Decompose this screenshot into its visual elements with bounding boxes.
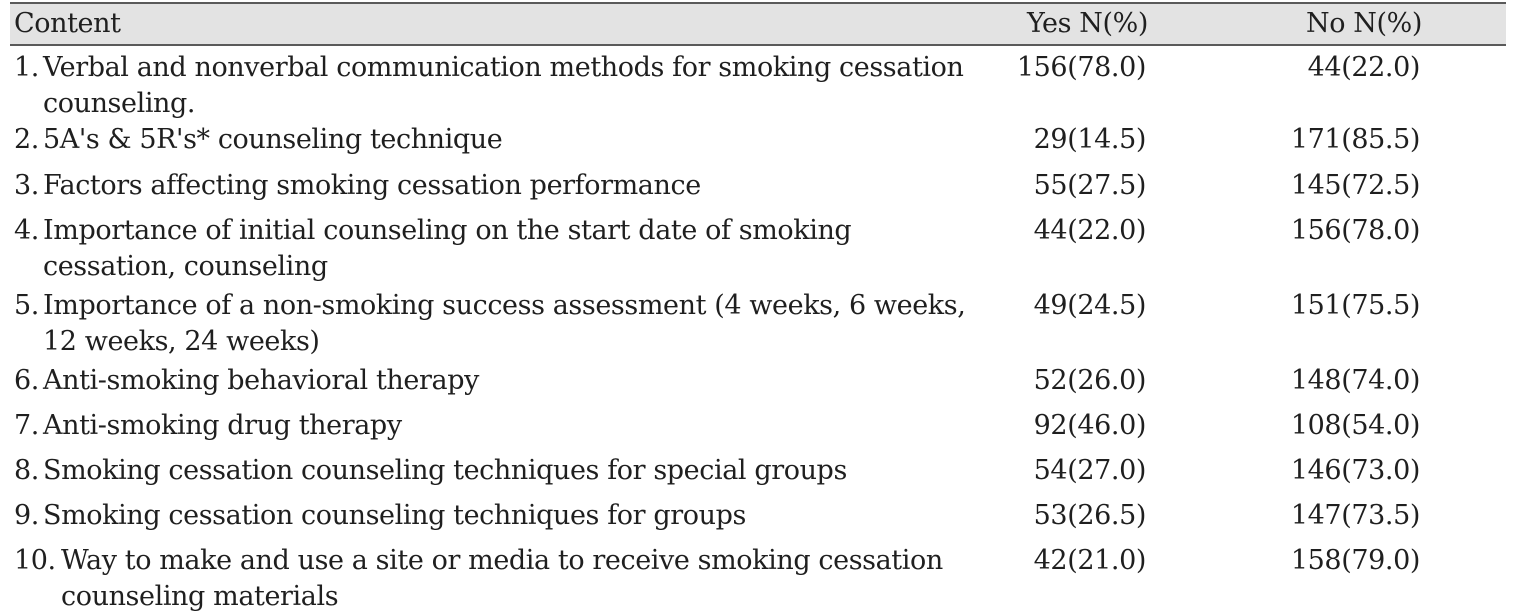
row-content: Factors affecting smoking cessation perf… xyxy=(43,170,701,201)
row-yes: 92(46.0) xyxy=(1033,410,1147,441)
row-number: 6. xyxy=(14,365,39,396)
row-no: 108(54.0) xyxy=(1290,410,1421,441)
header-yes: Yes N(%) xyxy=(1026,8,1148,39)
row-no: 171(85.5) xyxy=(1290,124,1421,155)
row-no: 151(75.5) xyxy=(1290,290,1421,321)
row-content: Smoking cessation counseling techniques … xyxy=(43,500,746,531)
row-number: 5. xyxy=(14,290,39,321)
row-yes: 156(78.0) xyxy=(1016,52,1147,83)
row-number: 10. xyxy=(14,545,56,576)
row-yes: 29(14.5) xyxy=(1033,124,1147,155)
row-number: 4. xyxy=(14,215,39,246)
row-content: Anti-smoking drug therapy xyxy=(43,410,402,441)
row-no: 145(72.5) xyxy=(1290,170,1421,201)
row-number: 3. xyxy=(14,170,39,201)
table-top-rule xyxy=(10,2,1506,4)
row-number: 8. xyxy=(14,455,39,486)
row-content: 5A's & 5R's* counseling technique xyxy=(43,124,503,155)
row-yes: 52(26.0) xyxy=(1033,365,1147,396)
row-content: Smoking cessation counseling techniques … xyxy=(43,455,847,486)
row-yes: 54(27.0) xyxy=(1033,455,1147,486)
table-header-rule xyxy=(10,44,1506,46)
row-no: 148(74.0) xyxy=(1290,365,1421,396)
row-no: 156(78.0) xyxy=(1290,215,1421,246)
row-content: Way to make and use a site or media to r… xyxy=(61,545,943,612)
row-content: Importance of a non-smoking success asse… xyxy=(43,290,966,357)
row-yes: 49(24.5) xyxy=(1033,290,1147,321)
row-yes: 42(21.0) xyxy=(1033,545,1147,576)
row-no: 147(73.5) xyxy=(1290,500,1421,531)
row-yes: 55(27.5) xyxy=(1033,170,1147,201)
row-number: 7. xyxy=(14,410,39,441)
row-yes: 53(26.5) xyxy=(1033,500,1147,531)
row-content: Anti-smoking behavioral therapy xyxy=(43,365,479,396)
row-number: 9. xyxy=(14,500,39,531)
row-no: 158(79.0) xyxy=(1290,545,1421,576)
row-number: 1. xyxy=(14,52,39,83)
header-no: No N(%) xyxy=(1305,8,1422,39)
header-content: Content xyxy=(14,8,121,39)
row-yes: 44(22.0) xyxy=(1033,215,1147,246)
row-content: Importance of initial counseling on the … xyxy=(43,215,852,282)
table-header-band xyxy=(10,4,1506,44)
row-number: 2. xyxy=(14,124,39,155)
row-content: Verbal and nonverbal communication metho… xyxy=(43,52,964,119)
row-no: 44(22.0) xyxy=(1307,52,1421,83)
row-no: 146(73.0) xyxy=(1290,455,1421,486)
